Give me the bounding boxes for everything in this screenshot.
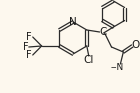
- Text: Cl: Cl: [84, 55, 94, 65]
- Text: O: O: [131, 40, 139, 50]
- Text: N: N: [69, 17, 77, 27]
- Text: F: F: [23, 42, 28, 52]
- Text: F: F: [26, 32, 32, 42]
- Text: F: F: [26, 50, 32, 60]
- Text: --N: --N: [111, 64, 124, 73]
- Text: C: C: [99, 27, 106, 37]
